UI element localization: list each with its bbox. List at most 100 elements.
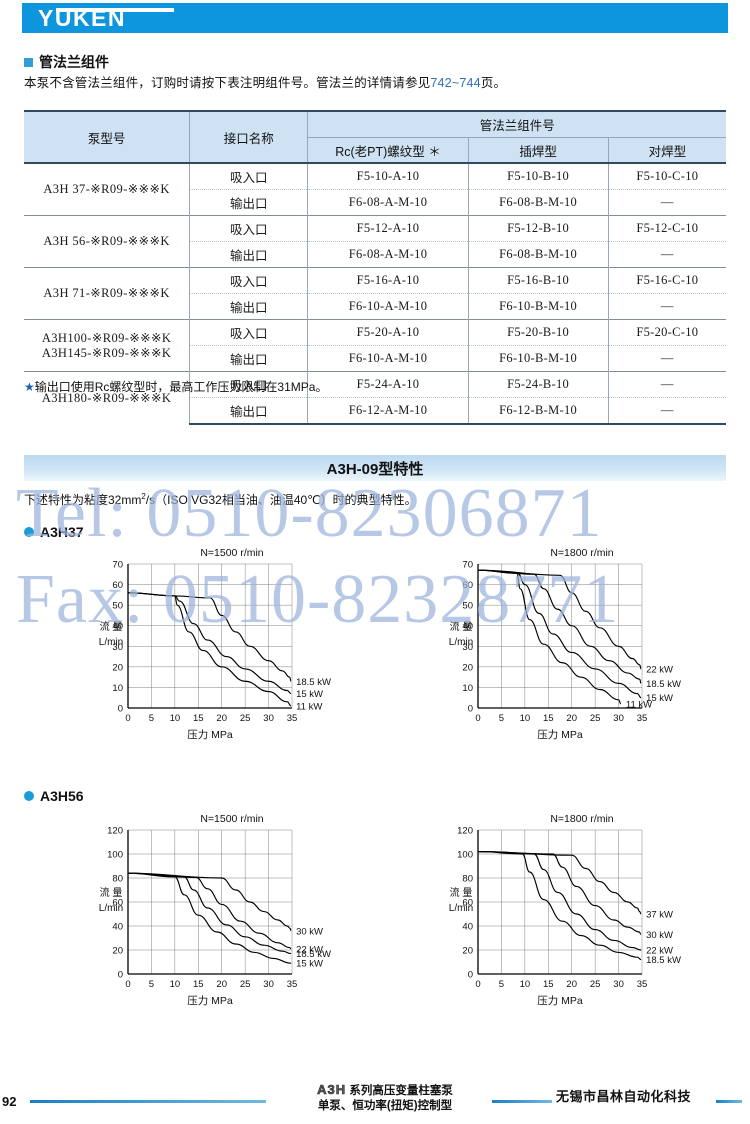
chart-title: N=1800 r/min bbox=[550, 547, 613, 559]
cell-port: 输出口 bbox=[189, 189, 308, 216]
cell-butt-weld: F5-12-C-10 bbox=[607, 215, 726, 242]
x-tick-label: 25 bbox=[240, 713, 251, 724]
cell-socket-weld: F6-12-B-M-10 bbox=[467, 397, 609, 425]
x-axis-label: 压力 MPa bbox=[187, 994, 233, 1007]
x-tick-label: 30 bbox=[263, 979, 274, 990]
cell-socket-weld: F6-10-B-M-10 bbox=[467, 293, 609, 320]
table-row: A3H 37-※R09-※※※K 吸入口 F5-10-A-10 F5-10-B-… bbox=[24, 163, 726, 196]
table-header-row-2: Rc(老PT)螺纹型 ＊ 插焊型 对焊型 bbox=[24, 137, 726, 163]
y-tick-label: 40 bbox=[462, 922, 473, 933]
series-label: 37 kW bbox=[646, 910, 673, 921]
x-tick-label: 25 bbox=[590, 979, 601, 990]
chart-svg: N=1800 r/min 0 10 20 30 40 50 60 70 0 5 10 15 20 25 30 3… bbox=[449, 547, 681, 741]
cell-butt-weld: — bbox=[607, 189, 726, 216]
table-row: 输出口 F6-10-A-M-10 F6-10-B-M-10 — bbox=[24, 293, 726, 320]
cell-rc-thread: F5-10-A-10 bbox=[307, 163, 469, 190]
viscosity-note-part2: /s（ISO VG32相当油、油温40℃）时的典型特性。 bbox=[145, 493, 417, 507]
y-tick-label: 60 bbox=[462, 898, 473, 909]
group-label-a3h56: A3H56 bbox=[24, 788, 84, 804]
chart-svg: N=1800 r/min 0 20 40 60 80 100 120 0 5 10 15 20 25 30 3… bbox=[449, 813, 681, 1007]
chart-curve bbox=[477, 569, 642, 670]
x-tick-label: 35 bbox=[637, 979, 648, 990]
viscosity-note-part1: 下述特性为粘度32mm bbox=[24, 493, 142, 507]
footer-company: 无锡市昌林自动化科技 bbox=[556, 1089, 692, 1104]
y-tick-label: 100 bbox=[107, 850, 123, 861]
footer-line1: A3H 系列高压变量柱塞泵 bbox=[272, 1082, 498, 1099]
y-tick-label: 0 bbox=[118, 704, 123, 715]
chart-curve bbox=[127, 872, 292, 955]
flange-section-note: 本泵不含管法兰组件，订购时请按下表注明组件号。管法兰的详情请参见742~744页… bbox=[24, 72, 724, 91]
chart-curve bbox=[127, 872, 292, 964]
table-row: 输出口 F6-12-A-M-10 F6-12-B-M-10 — bbox=[24, 397, 726, 425]
x-tick-label: 0 bbox=[475, 979, 480, 990]
x-tick-label: 10 bbox=[520, 713, 531, 724]
cell-pump-model: A3H180-※R09-※※※K bbox=[24, 371, 190, 424]
x-axis-label: 压力 MPa bbox=[187, 728, 233, 741]
footer-rule-right bbox=[716, 1100, 742, 1103]
cell-butt-weld: — bbox=[607, 397, 726, 425]
cell-butt-weld: F5-20-C-10 bbox=[607, 319, 726, 346]
y-tick-label: 120 bbox=[107, 826, 123, 837]
cell-port: 吸入口 bbox=[189, 163, 308, 190]
x-tick-label: 20 bbox=[566, 979, 577, 990]
table-footnote: ★输出口使用Rc螺纹型时，最高工作压力限制在31MPa。 bbox=[24, 378, 327, 395]
y-axis-label: L/min bbox=[449, 637, 473, 648]
series-label: 18.5 kW bbox=[646, 955, 681, 966]
footnote-text: 输出口使用Rc螺纹型时，最高工作压力限制在31MPa。 bbox=[34, 380, 328, 394]
cell-rc-thread: F6-10-A-M-10 bbox=[307, 293, 469, 320]
chart-curve bbox=[477, 851, 642, 915]
cell-butt-weld: — bbox=[607, 345, 726, 372]
cell-pump-model: A3H 37-※R09-※※※K bbox=[43, 182, 170, 196]
header-flange-assembly-no: 管法兰组件号 bbox=[307, 111, 726, 138]
chart-curve bbox=[477, 569, 622, 705]
page-reference-link[interactable]: 742~744 bbox=[430, 76, 481, 90]
series-label: 15 kW bbox=[296, 959, 323, 970]
y-tick-label: 30 bbox=[462, 642, 473, 653]
series-label: 18.5 kW bbox=[296, 677, 331, 688]
y-axis-label: L/min bbox=[99, 637, 123, 648]
series-label: 15 kW bbox=[646, 693, 673, 704]
chart-curve bbox=[477, 851, 642, 951]
chart-a3h37-1800: N=1800 r/min 0 10 20 30 40 50 60 70 0 5 10 15 20 25 30 3… bbox=[420, 540, 720, 755]
x-tick-label: 35 bbox=[287, 713, 298, 724]
x-tick-label: 20 bbox=[216, 979, 227, 990]
y-tick-label: 10 bbox=[462, 683, 473, 694]
cell-rc-thread: F5-20-A-10 bbox=[307, 319, 469, 346]
x-tick-label: 25 bbox=[240, 979, 251, 990]
x-tick-label: 35 bbox=[637, 713, 648, 724]
series-label: 15 kW bbox=[296, 689, 323, 700]
chart-curve bbox=[127, 592, 292, 695]
brand-header-bar: YUKEN bbox=[22, 3, 728, 33]
y-tick-label: 80 bbox=[462, 874, 473, 885]
y-tick-label: 40 bbox=[112, 922, 123, 933]
page-number: 92 bbox=[2, 1094, 17, 1109]
cell-rc-thread: F6-10-A-M-10 bbox=[307, 345, 469, 372]
x-tick-label: 0 bbox=[125, 713, 130, 724]
x-tick-label: 5 bbox=[499, 713, 504, 724]
flange-assembly-table: 泵型号 接口名称 管法兰组件号 Rc(老PT)螺纹型 ＊ 插焊型 对焊型 A3H… bbox=[24, 110, 726, 425]
chart-curve bbox=[477, 851, 642, 961]
footer-series-text: 系列高压变量柱塞泵 bbox=[349, 1085, 453, 1097]
x-tick-label: 10 bbox=[520, 979, 531, 990]
series-label: 18.5 kW bbox=[296, 949, 331, 960]
chart-curve bbox=[477, 569, 642, 699]
table-row: A3H180-※R09-※※※K 吸入口 F5-24-A-10 F5-24-B-… bbox=[24, 371, 726, 424]
x-tick-label: 20 bbox=[566, 713, 577, 724]
y-tick-label: 40 bbox=[112, 621, 123, 632]
y-tick-label: 0 bbox=[468, 970, 473, 981]
bullet-square-icon bbox=[24, 57, 33, 67]
x-tick-label: 35 bbox=[287, 979, 298, 990]
x-tick-label: 30 bbox=[263, 713, 274, 724]
table-row: 输出口 F6-08-A-M-10 F6-08-B-M-10 — bbox=[24, 241, 726, 268]
y-tick-label: 60 bbox=[112, 898, 123, 909]
table-row: 输出口 F6-10-A-M-10 F6-10-B-M-10 — bbox=[24, 345, 726, 372]
chart-title: N=1500 r/min bbox=[200, 547, 263, 559]
viscosity-exponent: 2 bbox=[141, 492, 146, 501]
y-tick-label: 30 bbox=[112, 642, 123, 653]
y-tick-label: 0 bbox=[468, 704, 473, 715]
x-axis-label: 压力 MPa bbox=[537, 728, 583, 741]
x-tick-label: 0 bbox=[125, 979, 130, 990]
chart-curve bbox=[127, 872, 292, 950]
cell-rc-thread: F6-08-A-M-10 bbox=[307, 189, 469, 216]
